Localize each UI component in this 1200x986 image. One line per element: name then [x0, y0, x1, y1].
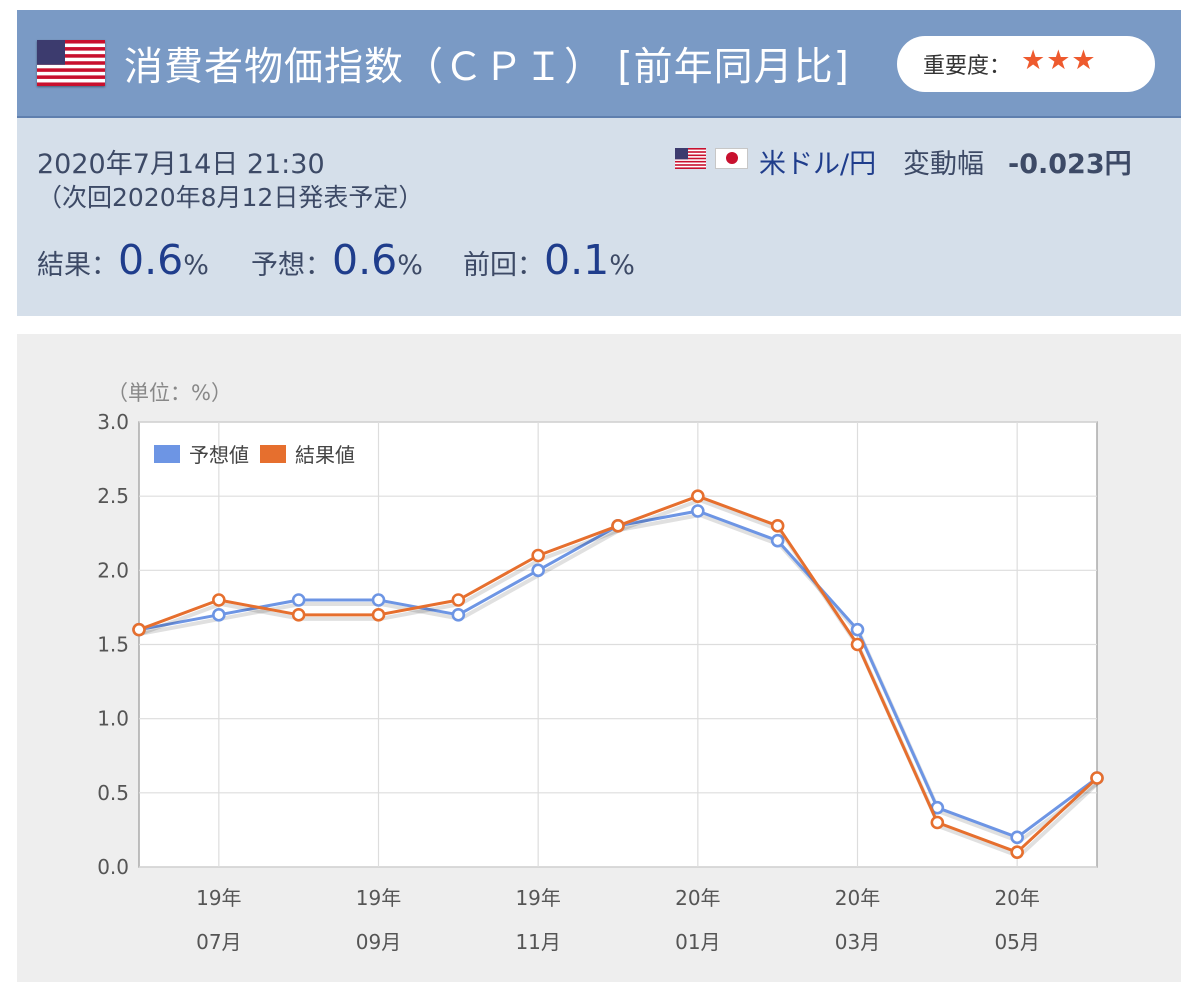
cpi-line-chart: （単位：%） 0.0 0.5 1.0 1.5 2.0 2.5 3.0 19年 07月 19年 09… [97, 381, 1104, 954]
release-info-panel: 2020年7月14日 21:30 （次回2020年8月12日発表予定） 米ドル/… [17, 118, 1181, 316]
chart-panel: （単位：%） 0.0 0.5 1.0 1.5 2.0 2.5 3.0 19年 07月 19年 09… [17, 334, 1181, 982]
forecast-value: 0.6 [332, 236, 398, 284]
data-point-forecast [691, 504, 705, 518]
x-tick-month: 05月 [994, 930, 1039, 954]
data-point-actual [531, 548, 545, 563]
legend-swatch [258, 443, 288, 465]
y-tick-label: 2.0 [97, 558, 129, 582]
forecast-unit: % [397, 250, 423, 281]
x-tick-year: 20年 [994, 886, 1039, 910]
x-tick-year: 19年 [196, 886, 241, 910]
previous-unit: % [609, 250, 635, 281]
data-point-forecast [451, 608, 466, 622]
importance-badge: 重要度： ★★★ [897, 36, 1155, 92]
data-point-actual [770, 519, 785, 533]
legend: 予想値 結果値 [152, 443, 355, 467]
range-value: -0.023円 [1008, 149, 1132, 180]
data-point-forecast [531, 563, 545, 578]
x-tick-year: 19年 [356, 886, 401, 910]
grid-lines [139, 421, 1097, 868]
data-point-actual [611, 519, 625, 533]
y-tick-label: 2.5 [97, 484, 129, 508]
currency-pair-link[interactable]: 米ドル/円 [759, 149, 877, 180]
x-axis: 19年 07月 19年 09月 19年 11月 20年 01月 20年 03月 20年 05月 [196, 886, 1040, 954]
previous-label: 前回： [463, 250, 544, 281]
x-tick-month: 01月 [675, 930, 720, 954]
data-point-actual [850, 637, 865, 652]
us-flag-small-icon [675, 148, 706, 169]
y-axis: 0.0 0.5 1.0 1.5 2.0 2.5 3.0 [97, 410, 129, 879]
data-point-forecast [212, 608, 226, 622]
forecast-label: 予想： [251, 250, 332, 281]
data-point-actual [212, 593, 226, 607]
range-label: 変動幅 [903, 149, 984, 180]
release-datetime: 2020年7月14日 21:30 [37, 149, 325, 180]
x-tick-year: 20年 [675, 886, 720, 910]
importance-stars-icon: ★★★ [1021, 45, 1097, 76]
unit-label: （単位：%） [107, 381, 232, 405]
legend-label: 予想値 [189, 443, 249, 467]
legend-label: 結果値 [295, 443, 355, 467]
y-tick-label: 0.5 [97, 781, 129, 805]
result-value: 0.6 [118, 236, 184, 284]
data-point-actual [132, 622, 146, 637]
data-point-actual [451, 593, 466, 607]
previous-value: 0.1 [544, 236, 610, 284]
forecast-block: 予想：0.6% [251, 236, 423, 284]
data-point-forecast [770, 533, 785, 548]
result-block: 結果：0.6% [37, 236, 209, 284]
x-tick-month: 11月 [515, 930, 560, 954]
data-point-forecast [850, 622, 865, 637]
x-tick-month: 07月 [196, 930, 241, 954]
y-tick-label: 1.5 [97, 633, 129, 657]
y-tick-label: 0.0 [97, 855, 129, 879]
result-unit: % [183, 250, 209, 281]
previous-block: 前回：0.1% [463, 236, 635, 284]
x-tick-month: 09月 [356, 930, 401, 954]
y-tick-label: 1.0 [97, 707, 129, 731]
data-point-actual [930, 815, 945, 830]
data-point-actual [1090, 771, 1104, 785]
legend-swatch [152, 443, 182, 465]
indicator-header: 消費者物価指数（ＣＰＩ） [前年同月比] 重要度： ★★★ [17, 10, 1181, 118]
data-point-forecast [291, 593, 306, 607]
x-tick-year: 19年 [515, 886, 560, 910]
data-point-actual [371, 608, 386, 622]
importance-label: 重要度： [923, 54, 1012, 79]
data-point-actual [691, 489, 705, 503]
data-point-forecast [371, 593, 386, 607]
japan-flag-small-icon [715, 148, 748, 169]
data-point-actual [1010, 845, 1024, 859]
x-tick-month: 03月 [835, 930, 880, 954]
indicator-title: 消費者物価指数（ＣＰＩ） [前年同月比] [124, 45, 850, 90]
next-release: （次回2020年8月12日発表予定） [37, 183, 424, 212]
data-point-actual [291, 608, 306, 622]
series-layer [132, 489, 1104, 859]
us-flag-icon [37, 40, 105, 86]
x-tick-year: 20年 [835, 886, 880, 910]
y-tick-label: 3.0 [97, 410, 129, 434]
data-point-forecast [1010, 830, 1024, 845]
result-label: 結果： [37, 250, 118, 281]
